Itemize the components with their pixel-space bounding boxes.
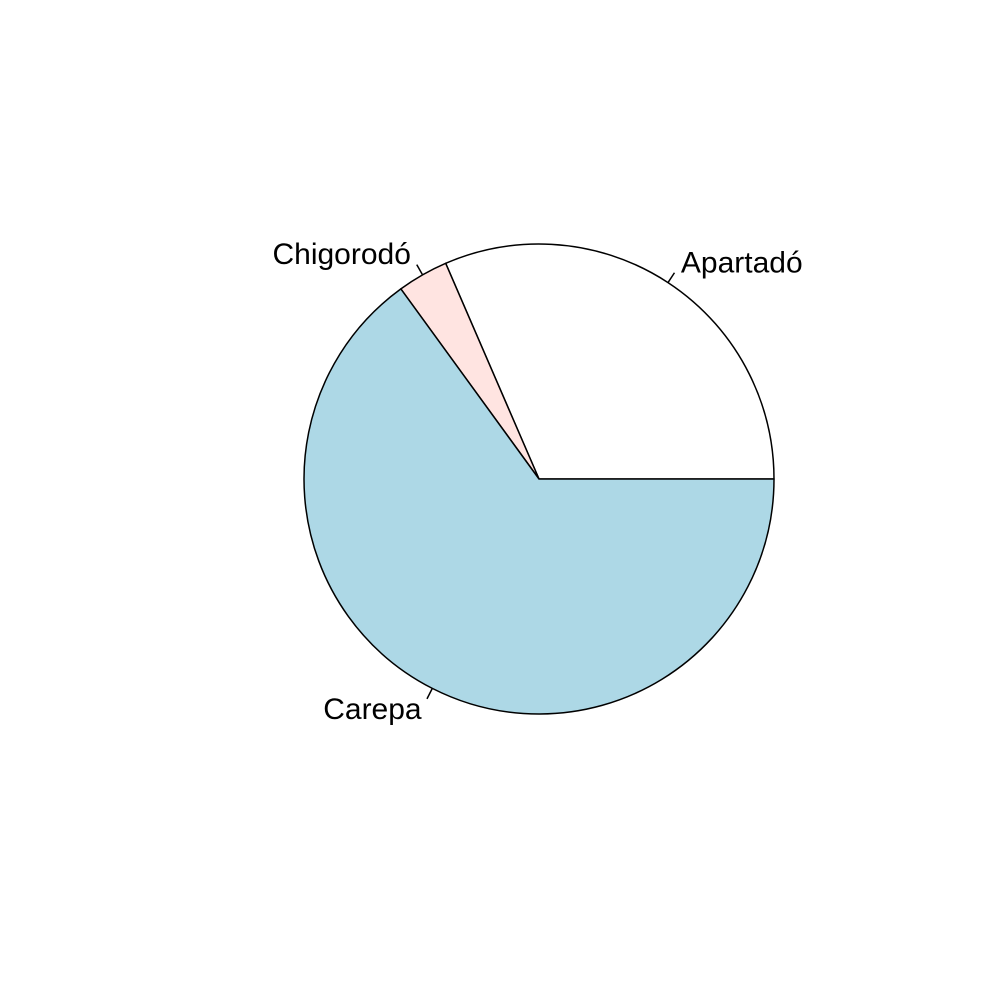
pie-slice-carepa: [303, 288, 775, 715]
leader-line-chigorodo: [416, 264, 424, 276]
leader-line-carepa: [426, 688, 433, 700]
leader-line-apartado: [667, 272, 676, 284]
pie-slice-apartado: [444, 243, 775, 480]
pie-labels: Apartadó Chigorodó Carepa: [272, 238, 802, 726]
slice-label-apartado: Apartadó: [681, 246, 803, 279]
pie-slices: [303, 243, 775, 715]
slice-label-carepa: Carepa: [323, 693, 422, 726]
slice-label-chigorodo: Chigorodó: [272, 238, 410, 271]
